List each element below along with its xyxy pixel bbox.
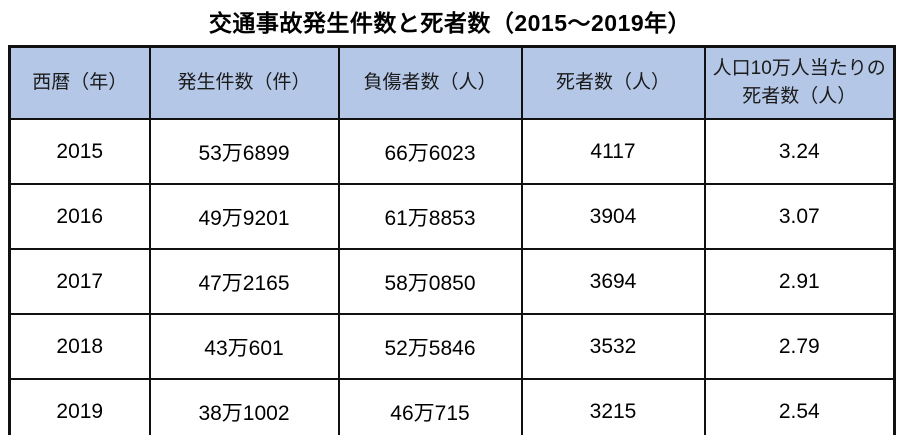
cell-injured: 58万0850	[337, 248, 523, 315]
cell-accidents: 38万1002	[148, 378, 340, 435]
cell-year: 2015	[8, 118, 151, 185]
header-cell-deaths-per-100k: 人口10万人当たりの死者数（人）	[703, 45, 896, 120]
table-row: 2019 38万1002 46万715 3215 2.54	[8, 378, 896, 435]
cell-deaths-per-100k: 2.79	[703, 313, 896, 380]
table-row: 2016 49万9201 61万8853 3904 3.07	[8, 183, 896, 250]
table-row: 2017 47万2165 58万0850 3694 2.91	[8, 248, 896, 315]
cell-deaths: 3904	[520, 183, 706, 250]
header-cell-injured: 負傷者数（人）	[337, 45, 523, 120]
cell-injured: 61万8853	[337, 183, 523, 250]
table-body: 2015 53万6899 66万6023 4117 3.24 2016 49万9…	[8, 118, 896, 435]
cell-deaths-per-100k: 3.24	[703, 118, 896, 185]
cell-injured: 46万715	[337, 378, 523, 435]
cell-year: 2017	[8, 248, 151, 315]
cell-deaths: 3694	[520, 248, 706, 315]
header-cell-deaths: 死者数（人）	[520, 45, 706, 120]
cell-accidents: 49万9201	[148, 183, 340, 250]
table-header: 西暦（年） 発生件数（件） 負傷者数（人） 死者数（人） 人口10万人当たりの死…	[8, 45, 896, 120]
header-row: 西暦（年） 発生件数（件） 負傷者数（人） 死者数（人） 人口10万人当たりの死…	[8, 45, 896, 120]
cell-accidents: 53万6899	[148, 118, 340, 185]
table-row: 2015 53万6899 66万6023 4117 3.24	[8, 118, 896, 185]
cell-deaths: 3215	[520, 378, 706, 435]
cell-injured: 52万5846	[337, 313, 523, 380]
header-cell-accidents: 発生件数（件）	[148, 45, 340, 120]
cell-accidents: 47万2165	[148, 248, 340, 315]
page-title: 交通事故発生件数と死者数（2015〜2019年）	[208, 10, 692, 36]
cell-deaths: 3532	[520, 313, 706, 380]
cell-deaths-per-100k: 2.54	[703, 378, 896, 435]
cell-year: 2018	[8, 313, 151, 380]
cell-injured: 66万6023	[337, 118, 523, 185]
cell-year: 2016	[8, 183, 151, 250]
table-row: 2018 43万601 52万5846 3532 2.79	[8, 313, 896, 380]
cell-deaths-per-100k: 3.07	[703, 183, 896, 250]
cell-accidents: 43万601	[148, 313, 340, 380]
cell-deaths: 4117	[520, 118, 706, 185]
cell-year: 2019	[8, 378, 151, 435]
header-cell-year: 西暦（年）	[8, 45, 151, 120]
cell-deaths-per-100k: 2.91	[703, 248, 896, 315]
traffic-accident-table: 西暦（年） 発生件数（件） 負傷者数（人） 死者数（人） 人口10万人当たりの死…	[8, 45, 896, 435]
